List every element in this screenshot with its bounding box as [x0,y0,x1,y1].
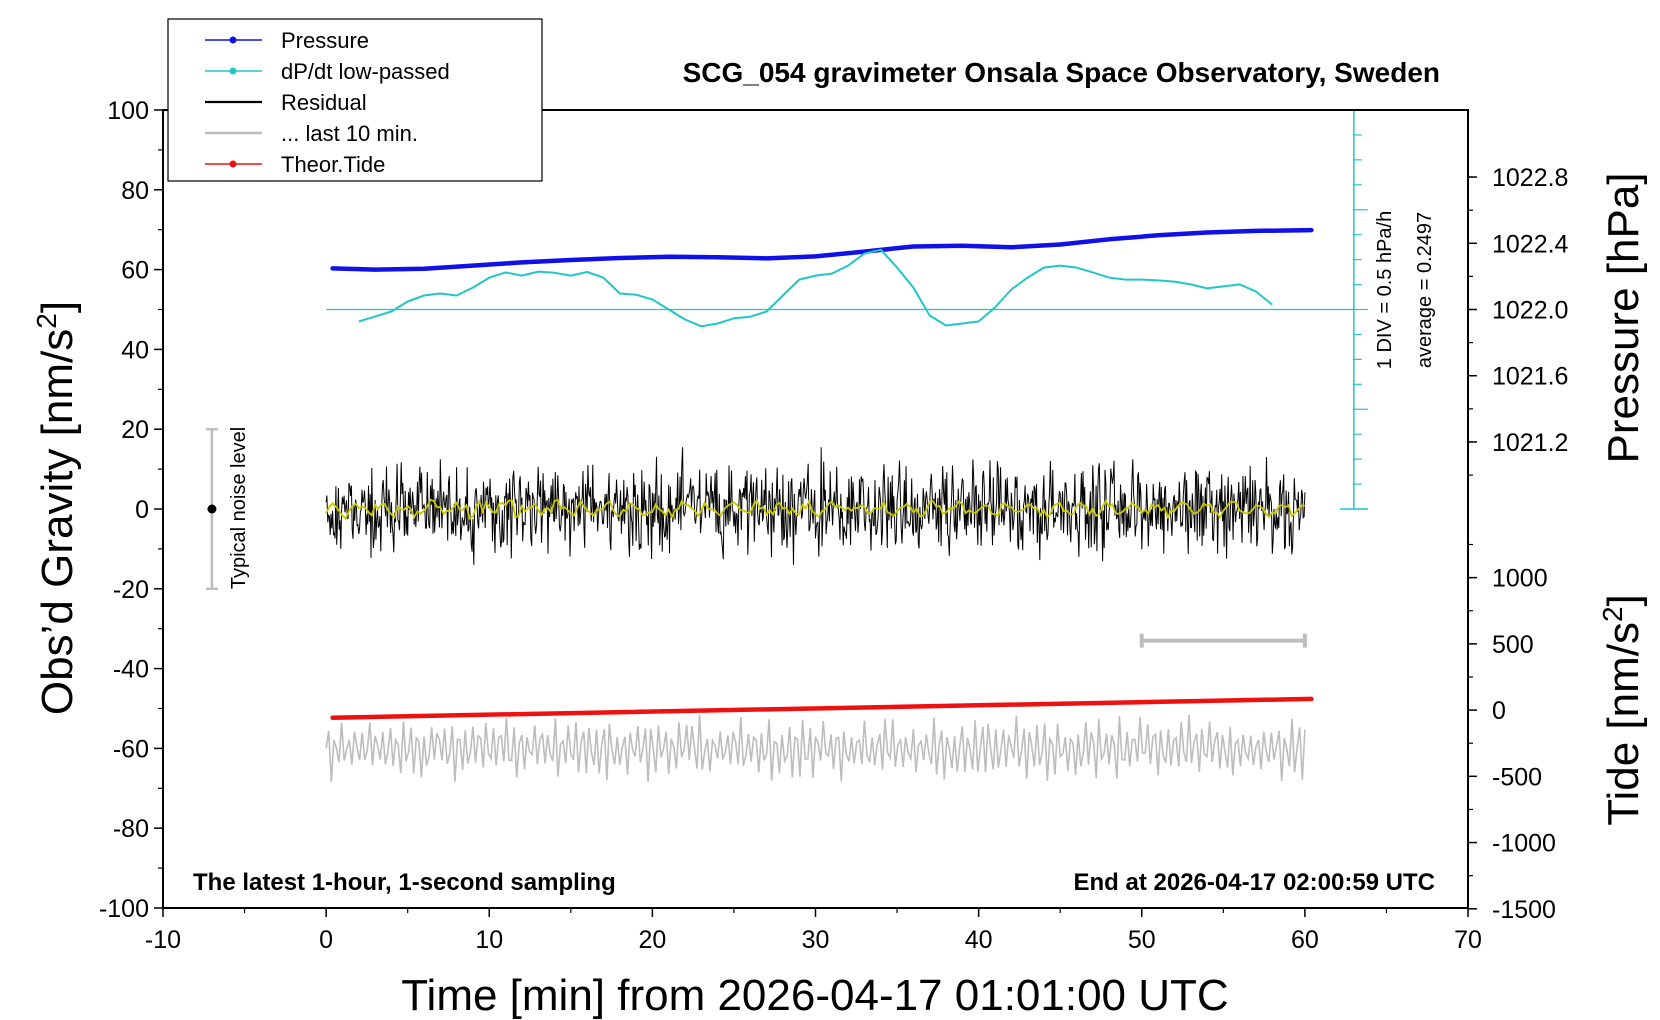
noise-label: Typical noise level [228,427,250,589]
y-axis-title-end: ] [33,301,82,313]
tide-axis-title: Tide [nm/s2] [1597,594,1648,826]
tide-tick-label: 500 [1492,631,1534,659]
y-tick-label: -80 [113,815,149,843]
ten-minute-bar [1139,633,1307,648]
tide-tick-label: -1500 [1492,896,1556,924]
legend-marker [229,67,237,75]
legend-marker [229,160,237,168]
y-axis-title-sup: 2 [31,313,62,329]
pressure-axis-title: Pressure [hPa] [1599,172,1648,463]
legend: Pressure dP/dt low-passed Residual ... last… [167,18,543,182]
pressure-tick-label: 1022.8 [1492,164,1568,192]
pressure-tick-label: 1021.2 [1492,429,1568,457]
tide-tick-label: -1000 [1492,830,1556,858]
pressure-tick-label: 1022.4 [1492,230,1569,258]
tide-tick-label: 0 [1492,697,1506,725]
div-scale-label: 1 DIV = 0.5 hPa/h [1374,211,1396,369]
y-tick-label: 20 [121,416,149,444]
x-tick-label: 50 [1128,926,1156,954]
typical-noise-bar [205,427,218,591]
x-tick-label: 10 [475,926,503,954]
x-tick-label: -10 [145,926,181,954]
y-tick-label: 60 [121,257,149,285]
pressure-tick-label: 1021.6 [1492,363,1568,391]
dpdt-series [358,248,1273,328]
y-tick-label: -20 [113,576,149,604]
div-scale-bar [1339,109,1368,510]
last-10-min-series [325,714,1306,783]
noise-bar-center [207,504,217,514]
x-tick-label: 60 [1291,926,1319,954]
residual-line [325,447,1306,565]
legend-marker [229,36,237,44]
y-axis-ticks: -100 -80 -60 -40 -20 0 20 40 60 80 100 [99,97,163,923]
x-tick-label: 20 [638,926,666,954]
residual-smoothed-line [325,498,1305,521]
average-label: average = 0.2497 [1414,212,1436,368]
annotation-end-time: End at 2026-04-17 02:00:59 UTC [1074,869,1436,896]
tide-axis-ticks: 1000 500 0 -500 -1000 -1500 [1468,543,1556,924]
pressure-tick-label: 1022.0 [1492,297,1568,325]
y-tick-label: 80 [121,177,149,205]
legend-label: Pressure [281,28,369,53]
y-axis-title: Obs’d Gravity [nm/s2] [31,301,82,715]
x-tick-label: 0 [319,926,333,954]
legend-label: Theor.Tide [281,152,385,177]
tide-tick-label: -500 [1492,763,1542,791]
annotation-latest-hour: The latest 1-hour, 1-second sampling [193,869,616,896]
tide-tick-label: 1000 [1492,565,1548,593]
x-tick-label: 70 [1454,926,1482,954]
pressure-line [330,227,1314,272]
legend-entries: Pressure dP/dt low-passed Residual ... last… [205,28,450,177]
chart-title: SCG_054 gravimeter Onsala Space Observat… [683,57,1440,88]
pressure-axis-ticks: 1022.8 1022.4 1022.0 1021.6 1021.2 [1468,164,1569,476]
last-10-min-line [325,714,1306,783]
x-tick-label: 30 [802,926,830,954]
residual-series [325,447,1306,565]
tide-axis-title-end: ] [1599,594,1648,606]
legend-label: ... last 10 min. [281,121,418,146]
tide-axis-title-sup: 2 [1597,606,1628,622]
tide-line [330,696,1314,720]
dpdt-line [358,248,1273,328]
y-tick-label: 40 [121,336,149,364]
legend-box [167,18,543,182]
y-tick-label: -60 [113,735,149,763]
pressure-series [330,227,1314,272]
x-axis-ticks: -10 0 10 20 30 40 50 60 70 [145,908,1482,954]
x-axis-title: Time [min] from 2026-04-17 01:01:00 UTC [401,971,1228,1020]
y-tick-label: -100 [99,895,149,923]
residual-smoothed-series [325,498,1305,521]
legend-label: Residual [281,90,367,115]
x-tick-label: 40 [965,926,993,954]
legend-label: dP/dt low-passed [281,59,450,84]
y-tick-label: 100 [107,97,149,125]
y-tick-label: 0 [135,496,149,524]
y-tick-label: -40 [113,656,149,684]
theoretical-tide-series [330,696,1314,720]
